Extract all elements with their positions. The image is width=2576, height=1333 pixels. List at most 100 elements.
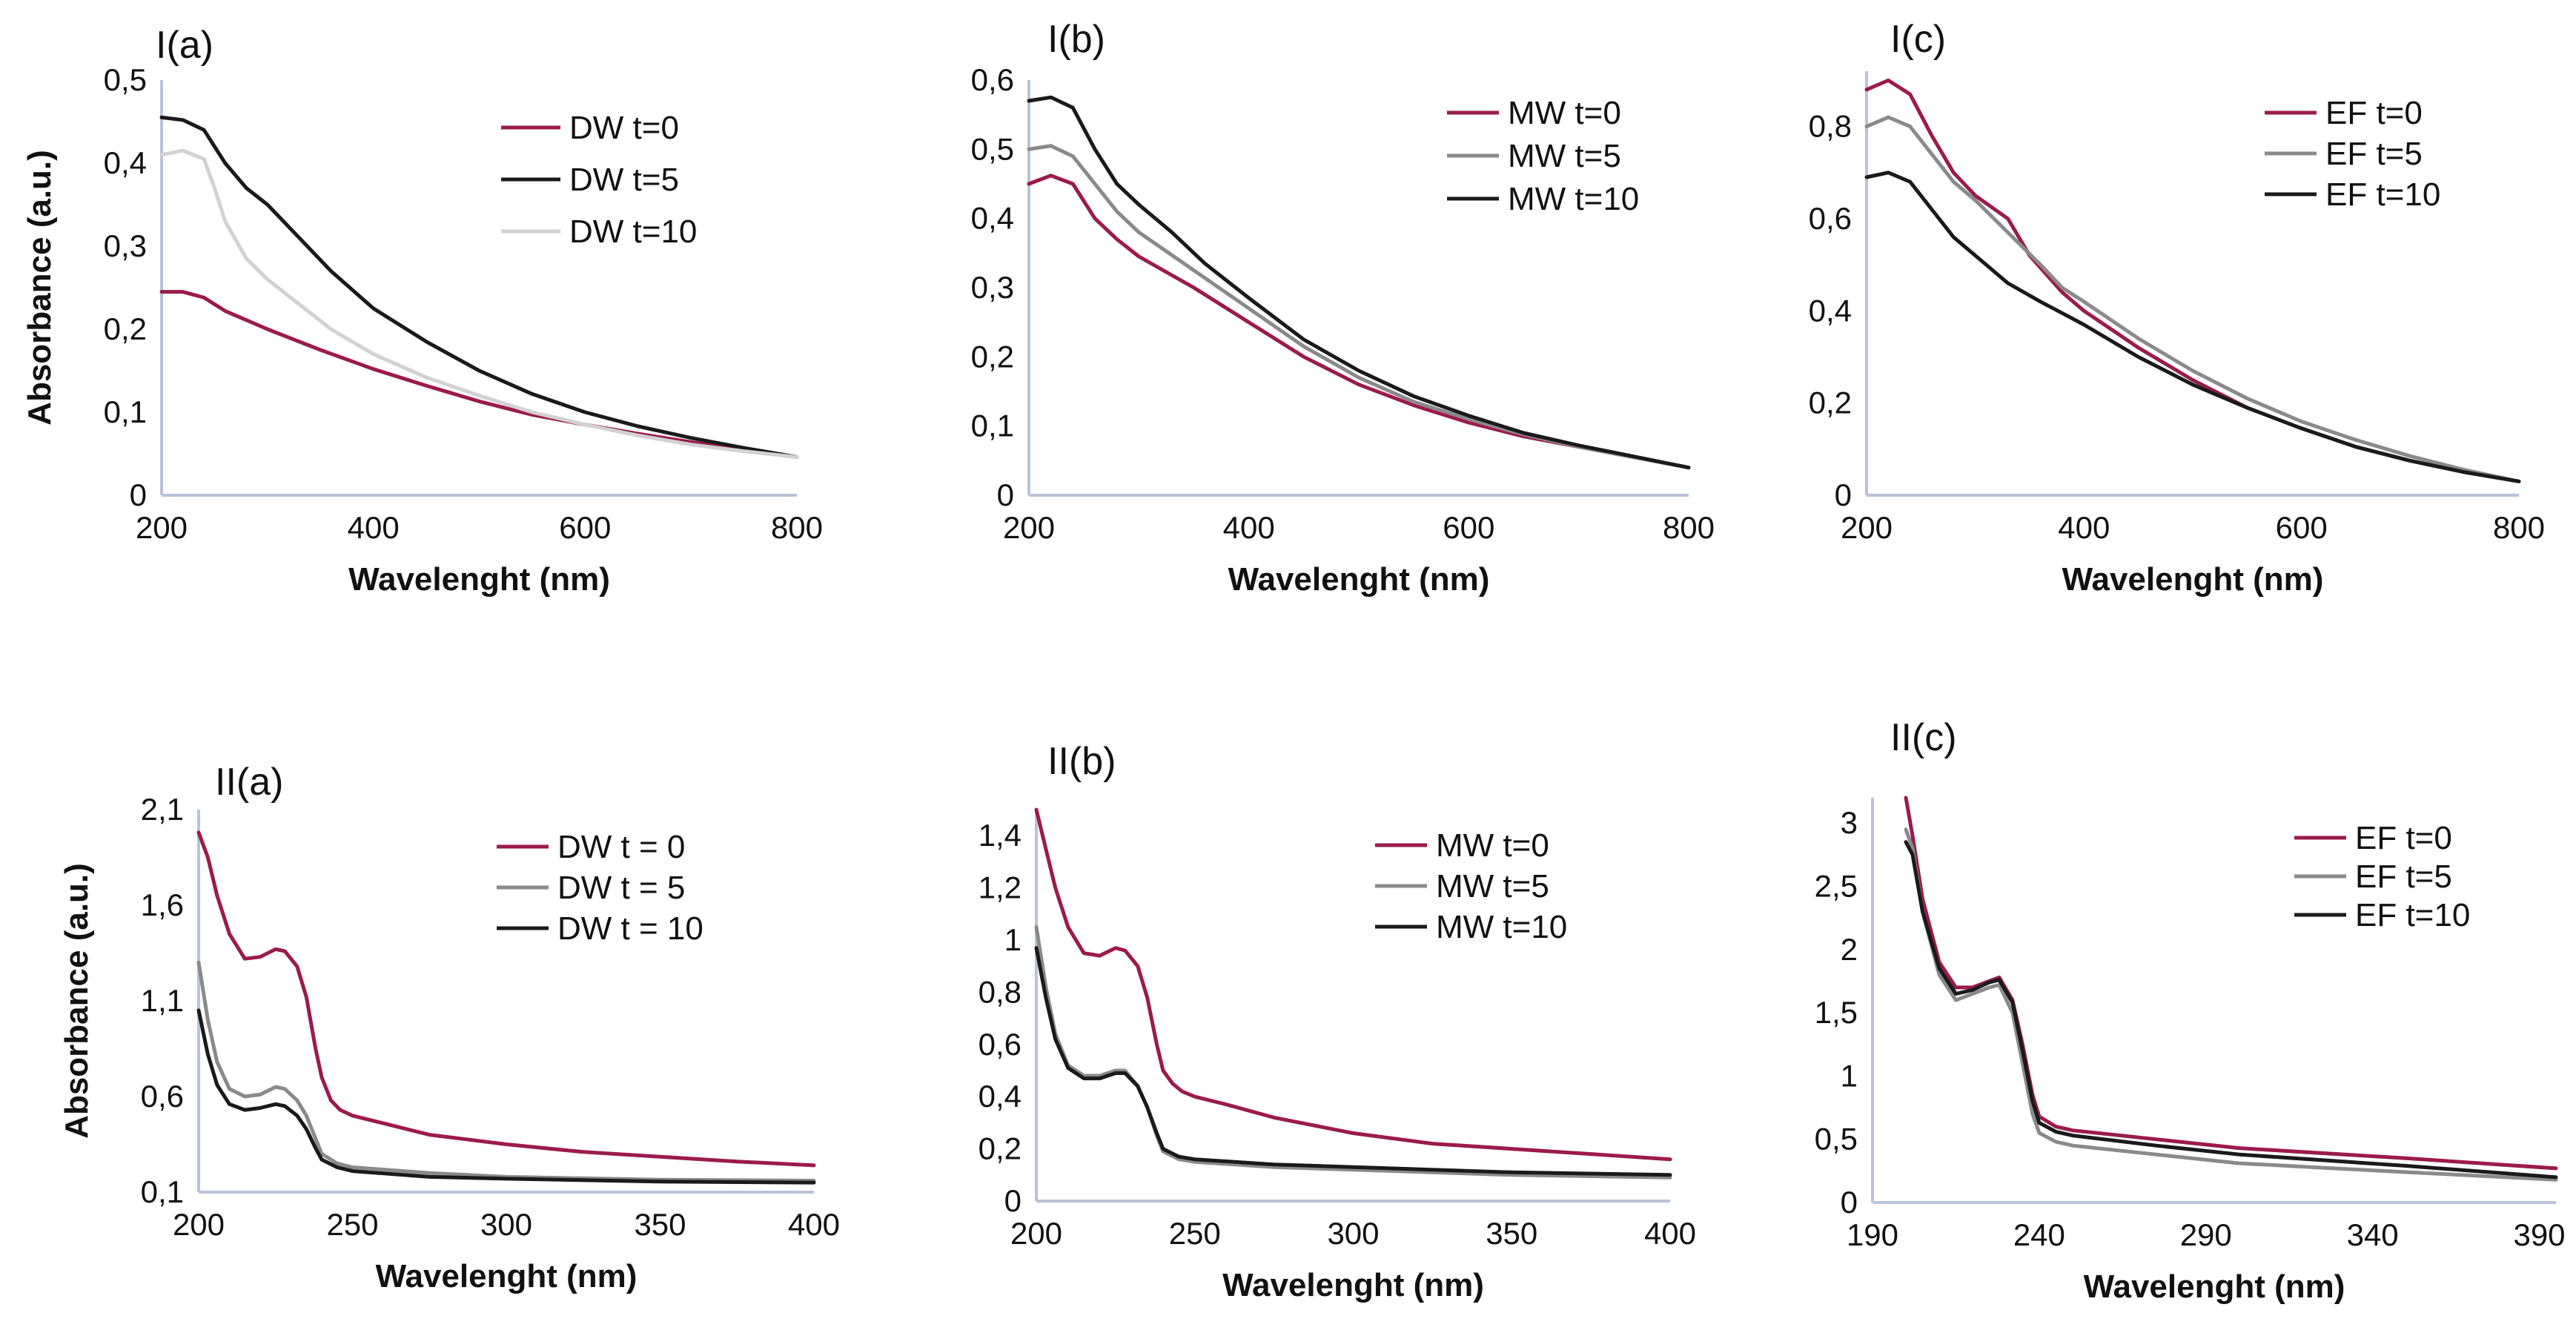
legend-label: EF t=0 xyxy=(2355,820,2452,856)
x-tick-label: 400 xyxy=(348,510,400,545)
x-tick-label: 340 xyxy=(2347,1217,2399,1252)
x-tick-label: 200 xyxy=(1010,1216,1062,1251)
x-tick-label: 250 xyxy=(1169,1216,1221,1251)
series-line-Ia-2 xyxy=(159,148,799,459)
series-line-IIc-2 xyxy=(1904,840,2558,1180)
legend-label: EF t=5 xyxy=(2355,859,2452,895)
x-tick-label: 800 xyxy=(771,510,823,545)
series-line-Ib-2 xyxy=(1027,95,1691,470)
y-tick-label: 0 xyxy=(1841,1185,1858,1220)
x-tick-label: 400 xyxy=(1223,510,1275,545)
x-tick-label: 400 xyxy=(2058,510,2110,545)
chart-IIc: II(c) 0 0,5 1 1,5 2 2,5 3 190 240 290 340 390 Wavelen… xyxy=(1815,716,2566,1305)
y-tick-label: 0,8 xyxy=(979,974,1022,1009)
y-tick-label: 0,4 xyxy=(971,201,1014,236)
y-tick-label: 2,5 xyxy=(1815,868,1858,903)
y-tick-label: 0,3 xyxy=(104,228,147,263)
x-axis-label: Wavelenght (nm) xyxy=(2062,561,2324,598)
y-tick-label: 0,2 xyxy=(1809,386,1852,420)
y-tick-label: 0,1 xyxy=(141,1174,184,1209)
series-line-Ic-2 xyxy=(1864,171,2521,483)
y-tick-label: 0,4 xyxy=(1809,293,1852,328)
x-tick-label: 350 xyxy=(1486,1216,1537,1251)
y-tick-label: 0,1 xyxy=(971,408,1014,443)
legend-label: DW t = 5 xyxy=(557,870,685,906)
series-line-IIa-2 xyxy=(196,1008,816,1185)
y-tick-label: 1,4 xyxy=(979,818,1022,853)
x-tick-label: 600 xyxy=(2276,510,2328,545)
y-tick-label: 0,5 xyxy=(104,62,147,97)
legend-label: MW t=10 xyxy=(1436,909,1567,945)
x-tick-label: 300 xyxy=(1327,1216,1379,1251)
series-line-IIc-0 xyxy=(1904,796,2558,1171)
y-tick-label: 1,1 xyxy=(141,983,184,1018)
y-tick-label: 0,5 xyxy=(971,131,1014,166)
y-tick-label: 0,4 xyxy=(104,145,147,180)
x-axis-label: Wavelenght (nm) xyxy=(2084,1268,2345,1305)
y-axis-label: Absorbance (a.u.) xyxy=(21,150,58,426)
chart-Ic: I(c) 0 0,2 0,4 0,6 0,8 200 400 600 800 Wavelenght … xyxy=(1809,18,2545,598)
y-tick-label: 0,6 xyxy=(1809,201,1852,236)
panel-title: I(b) xyxy=(1047,18,1105,61)
panel-title: II(b) xyxy=(1047,740,1116,783)
y-tick-label: 0,2 xyxy=(971,339,1014,374)
panel-title: I(c) xyxy=(1890,18,1946,61)
series-line-IIb-1 xyxy=(1034,924,1672,1180)
legend-label: MW t=5 xyxy=(1436,868,1549,904)
chart-IIb: II(b) 0 0,2 0,4 0,6 0,8 1 1,2 1,4 200 250 300 350 400… xyxy=(979,740,1696,1303)
series-line-IIc-1 xyxy=(1904,827,2558,1182)
series-line-IIa-1 xyxy=(196,960,816,1182)
series-line-IIa-0 xyxy=(196,830,816,1168)
y-tick-label: 0,2 xyxy=(104,311,147,346)
y-tick-label: 1 xyxy=(1004,922,1022,957)
x-tick-label: 250 xyxy=(326,1207,378,1242)
y-tick-label: 1,2 xyxy=(979,870,1022,905)
legend-label: MW t=0 xyxy=(1508,95,1621,131)
x-tick-label: 800 xyxy=(1663,510,1715,545)
y-tick-label: 0 xyxy=(1835,477,1852,512)
y-tick-label: 0,6 xyxy=(979,1027,1022,1062)
panel-title: II(a) xyxy=(215,761,283,804)
chart-IIa: II(a) 0,1 0,6 1,1 1,6 2,1 200 250 300 350 400 Wavel… xyxy=(59,761,840,1294)
chart-Ia: I(a) 0 0,1 0,2 0,3 0,4 0,5 200 400 600 800 Waveleng… xyxy=(21,24,823,598)
x-axis-label: Wavelenght (nm) xyxy=(376,1258,638,1294)
x-tick-label: 350 xyxy=(634,1207,686,1242)
legend-label: MW t=0 xyxy=(1436,827,1549,864)
x-tick-label: 200 xyxy=(1003,510,1055,545)
x-tick-label: 240 xyxy=(2013,1217,2065,1252)
panel-title: I(a) xyxy=(156,24,213,67)
x-tick-label: 600 xyxy=(1443,510,1494,545)
legend-label: DW t = 10 xyxy=(557,910,703,947)
y-tick-label: 0 xyxy=(130,477,147,512)
y-tick-label: 1,6 xyxy=(141,887,184,922)
y-tick-label: 2,1 xyxy=(141,792,184,827)
y-tick-label: 0,5 xyxy=(1815,1122,1858,1157)
x-tick-label: 200 xyxy=(173,1207,225,1242)
x-tick-label: 300 xyxy=(480,1207,532,1242)
panel-title: II(c) xyxy=(1890,716,1957,759)
series-line-Ic-1 xyxy=(1864,115,2521,483)
y-tick-label: 2 xyxy=(1841,932,1858,967)
y-tick-label: 0,3 xyxy=(971,270,1014,305)
x-tick-label: 400 xyxy=(1644,1216,1696,1251)
series-line-Ia-0 xyxy=(159,290,799,459)
legend-label: DW t=10 xyxy=(569,214,697,250)
y-tick-label: 0 xyxy=(1004,1183,1022,1218)
legend-label: EF t=10 xyxy=(2325,176,2440,213)
y-tick-label: 0,2 xyxy=(979,1131,1022,1166)
y-tick-label: 0,4 xyxy=(979,1079,1022,1114)
x-axis-label: Wavelenght (nm) xyxy=(1222,1267,1484,1303)
y-tick-label: 0 xyxy=(997,477,1014,512)
x-tick-label: 600 xyxy=(559,510,611,545)
legend-label: EF t=5 xyxy=(2325,136,2423,172)
y-tick-label: 1,5 xyxy=(1815,995,1858,1030)
series-line-IIb-0 xyxy=(1034,807,1672,1162)
x-axis-label: Wavelenght (nm) xyxy=(1228,561,1490,598)
y-tick-label: 1 xyxy=(1841,1058,1858,1093)
legend-label: EF t=10 xyxy=(2355,897,2470,933)
legend-label: EF t=0 xyxy=(2325,95,2423,131)
y-axis-label: Absorbance (a.u.) xyxy=(59,863,95,1139)
series-line-Ia-1 xyxy=(159,115,799,459)
legend-label: DW t=5 xyxy=(569,162,679,198)
